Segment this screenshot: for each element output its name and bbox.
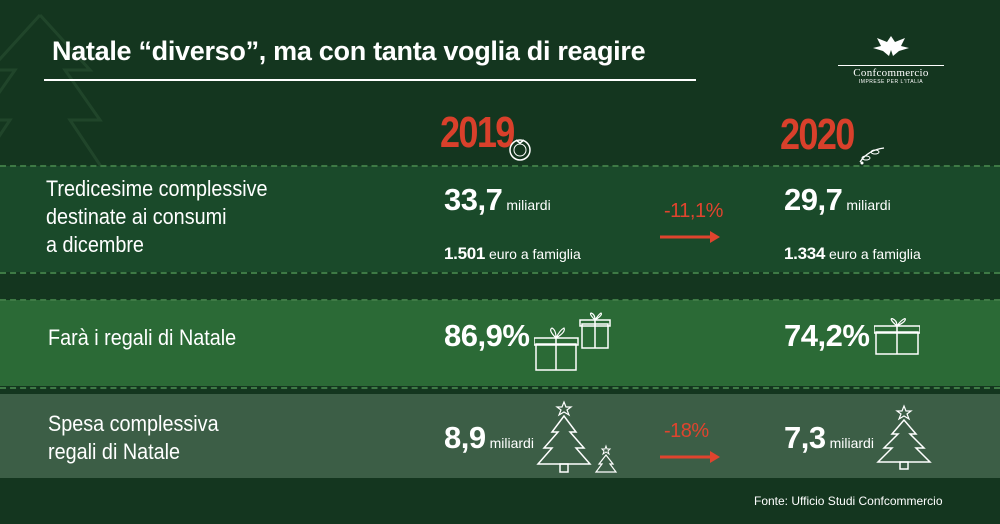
- title-underline: [44, 79, 696, 81]
- row-spesa: [0, 394, 1000, 478]
- dashed-divider: [0, 272, 1000, 274]
- value-2019-tredicesime: 33,7 miliardi: [444, 182, 551, 217]
- logo-name: Confcommercio: [838, 65, 944, 79]
- value-2019-regali: 86,9%: [444, 318, 530, 353]
- dashed-divider: [0, 165, 1000, 167]
- background-tree-icon: [0, 13, 110, 181]
- per-family-2020: 1.334 euro a famiglia: [784, 244, 921, 263]
- dashed-divider: [0, 299, 1000, 301]
- delta-spesa: -18%: [664, 420, 709, 442]
- row-3-label: Spesa complessiva regali di Natale: [48, 411, 219, 464]
- row-1-label: Tredicesime complessive destinate ai con…: [46, 176, 268, 257]
- row-tredicesime: [0, 166, 1000, 272]
- year-2019: 2019: [440, 108, 515, 157]
- dashed-divider: [0, 387, 1000, 389]
- confcommercio-logo: Confcommercio IMPRESE PER L'ITALIA: [838, 34, 944, 85]
- arrow-right-icon: [660, 231, 720, 243]
- christmas-trees-icon: [536, 400, 618, 473]
- eagle-icon: [873, 36, 909, 56]
- gift-box-icon: [874, 318, 920, 355]
- year-2020: 2020: [780, 110, 855, 159]
- row-regali: [0, 300, 1000, 386]
- page-title: Natale “diverso”, ma con tanta voglia di…: [52, 36, 646, 66]
- gift-boxes-icon: [534, 312, 611, 371]
- value-2020-regali: 74,2%: [784, 318, 870, 353]
- wreath-icon: [509, 139, 531, 161]
- delta-tredicesime: -11,1%: [664, 200, 723, 222]
- source-note: Fonte: Ufficio Studi Confcommercio: [754, 494, 943, 508]
- christmas-tree-icon: [876, 404, 932, 470]
- value-2020-spesa: 7,3 miliardi: [784, 420, 874, 455]
- logo-tagline: IMPRESE PER L'ITALIA: [858, 79, 924, 85]
- holly-icon: [859, 147, 885, 165]
- row-2-label: Farà i regali di Natale: [48, 325, 237, 350]
- value-2020-tredicesime: 29,7 miliardi: [784, 182, 891, 217]
- value-2019-spesa: 8,9 miliardi: [444, 420, 534, 455]
- per-family-2019: 1.501 euro a famiglia: [444, 244, 581, 263]
- arrow-right-icon: [660, 451, 720, 463]
